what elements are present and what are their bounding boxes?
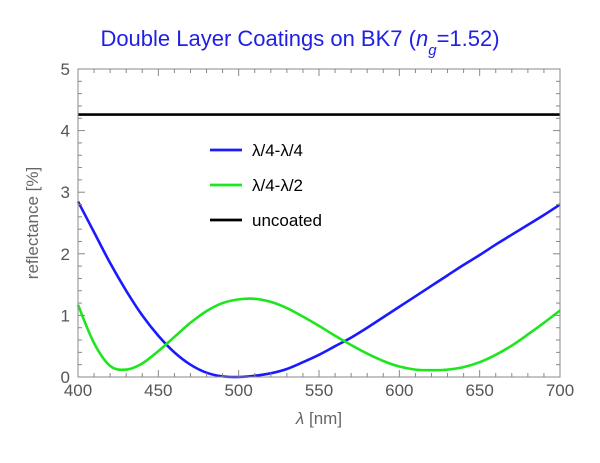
series-line-0 <box>76 200 561 379</box>
x-tick-label: 550 <box>305 381 333 400</box>
y-tick-label: 0 <box>61 368 70 387</box>
y-tick-label: 4 <box>61 122 70 141</box>
chart-title-subscript: g <box>428 42 437 59</box>
y-tick-label: 3 <box>61 183 70 202</box>
legend-label-0: λ/4-λ/4 <box>252 141 303 160</box>
y-tick-label: 1 <box>61 306 70 325</box>
chart-title: Double Layer Coatings on BK7 (ng=1.52) <box>100 26 499 59</box>
chart-title-variable: n <box>416 26 428 51</box>
y-tick-label: 5 <box>61 60 70 79</box>
y-tick-label: 2 <box>61 245 70 264</box>
x-tick-label: 700 <box>546 381 574 400</box>
legend-label-1: λ/4-λ/2 <box>252 176 303 195</box>
x-tick-label: 600 <box>385 381 413 400</box>
legend: λ/4-λ/4 λ/4-λ/2 uncoated <box>210 141 322 230</box>
chart-title-main: Double Layer Coatings on BK7 ( <box>100 26 416 51</box>
x-tick-label: 400 <box>64 381 92 400</box>
x-axis-label: λ [nm] <box>295 409 342 428</box>
series-line-1 <box>76 297 561 372</box>
y-axis-label: reflectance [%] <box>23 167 42 279</box>
x-tick-label: 500 <box>224 381 252 400</box>
x-tick-label: 650 <box>465 381 493 400</box>
chart-title-rest: =1.52) <box>437 26 500 51</box>
x-axis-label-variable: λ <box>295 409 304 428</box>
legend-label-2: uncoated <box>252 211 322 230</box>
x-tick-label: 450 <box>144 381 172 400</box>
x-axis-label-unit: [nm] <box>304 409 342 428</box>
